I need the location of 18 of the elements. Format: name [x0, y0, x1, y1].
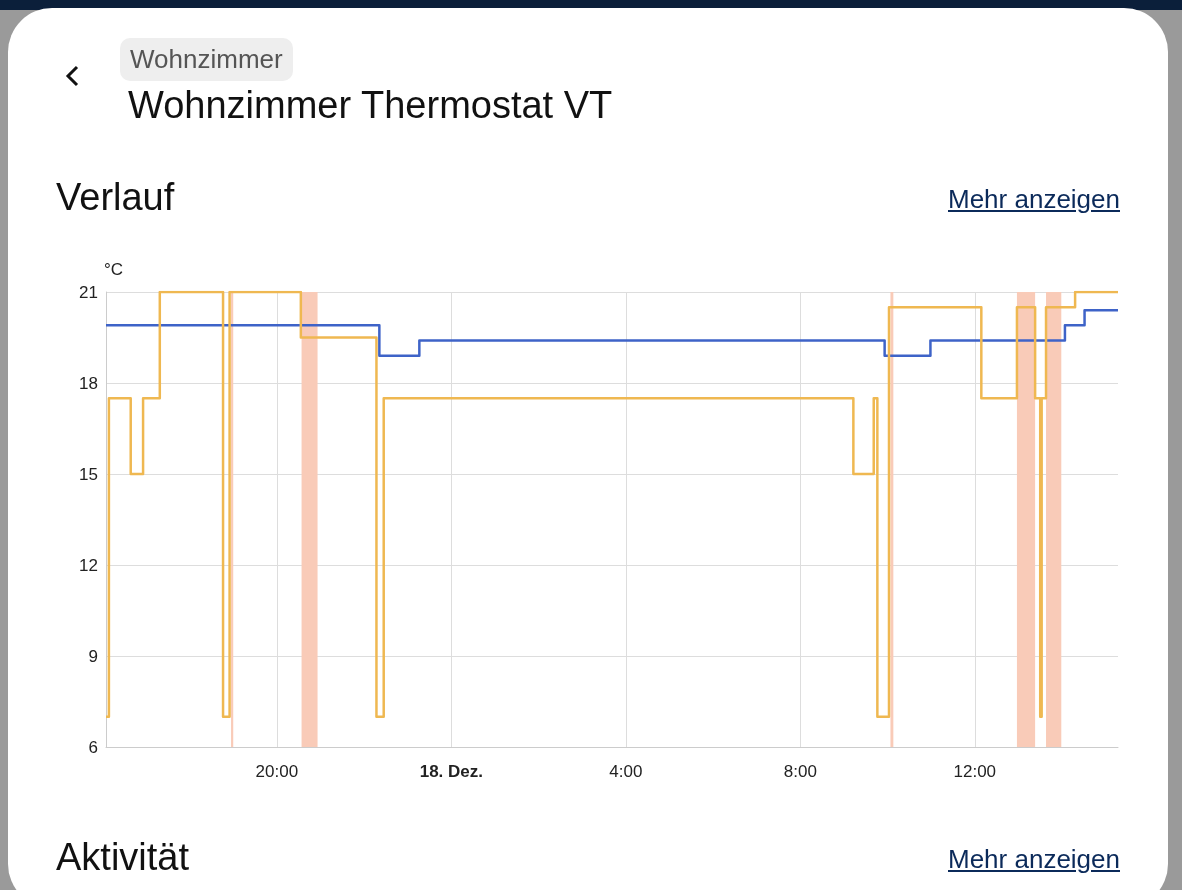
- y-tick-label: 21: [79, 282, 98, 302]
- chart-title: Wohnzimmer Thermostat VT: [128, 84, 613, 127]
- x-tick-label: 4:00: [609, 762, 643, 781]
- x-tick-label: 12:00: [953, 762, 997, 781]
- y-tick-label: 15: [79, 464, 98, 484]
- y-tick-label: 18: [79, 373, 98, 393]
- y-tick-label: 6: [88, 737, 98, 757]
- text: Mehr anzeigen: [948, 844, 1120, 875]
- y-tick-label: 12: [79, 555, 98, 575]
- y-tick-label: 9: [88, 646, 98, 666]
- x-tick-label: 18. Dez.: [419, 762, 483, 781]
- text: Verlauf: [56, 176, 175, 219]
- x-tick-label: 20:00: [255, 762, 299, 781]
- chart-subtitle: Wohnzimmer: [120, 38, 293, 81]
- x-tick-label: 8:00: [783, 762, 817, 781]
- y-axis-title: °C: [104, 260, 124, 279]
- text: Aktivität: [56, 836, 190, 879]
- text: Mehr anzeigen: [948, 184, 1120, 215]
